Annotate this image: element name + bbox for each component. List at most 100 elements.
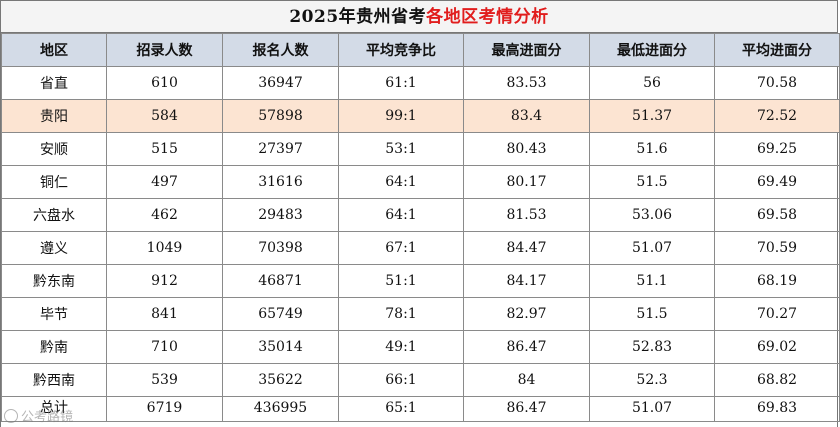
cell-applicants: 70398 — [222, 231, 339, 265]
cell-min-score: 52.83 — [589, 330, 715, 364]
table-row: 省直 610 36947 61:1 83.53 56 70.58 — [1, 66, 840, 100]
column-header-ratio: 平均竞争比 — [338, 33, 464, 67]
cell-applicants: 35014 — [222, 330, 339, 364]
cell-ratio: 99:1 — [338, 99, 464, 133]
cell-ratio: 64:1 — [338, 165, 464, 199]
table-row: 黔东南 912 46871 51:1 84.17 51.1 68.19 — [1, 264, 840, 298]
cell-max-score: 83.4 — [463, 99, 590, 133]
table-row: 黔西南 539 35622 66:1 84 52.3 68.82 — [1, 363, 840, 397]
cell-min-score: 51.5 — [589, 297, 715, 331]
cell-recruit: 584 — [106, 99, 223, 133]
header-row: 地区 招录人数 报名人数 平均竞争比 最高进面分 最低进面分 平均进面分 — [1, 33, 840, 67]
region-stats-table: 地区 招录人数 报名人数 平均竞争比 最高进面分 最低进面分 平均进面分 省直 610 3694… — [1, 33, 840, 422]
table-row: 贵阳 584 57898 99:1 83.4 51.37 72.52 — [1, 99, 840, 133]
cell-region: 遵义 — [1, 231, 107, 265]
table-row: 安顺 515 27397 53:1 80.43 51.6 69.25 — [1, 132, 840, 166]
cell-min-score: 51.6 — [589, 132, 715, 166]
title-accent: 各地区考情分析 — [426, 7, 549, 27]
table-row: 遵义 1049 70398 67:1 84.47 51.07 70.59 — [1, 231, 840, 265]
cell-recruit: 515 — [106, 132, 223, 166]
circle-logo-icon — [4, 408, 18, 423]
watermark-text: 公考路镜 — [21, 410, 74, 425]
cell-max-score: 80.17 — [463, 165, 590, 199]
cell-max-score: 80.43 — [463, 132, 590, 166]
cell-applicants: 36947 — [222, 66, 339, 100]
cell-recruit: 1049 — [106, 231, 223, 265]
cell-applicants: 29483 — [222, 198, 339, 232]
cell-max-score: 81.53 — [463, 198, 590, 232]
cell-region: 贵阳 — [1, 99, 107, 133]
cell-avg-score: 70.27 — [714, 297, 840, 331]
cell-region: 总计 — [1, 396, 107, 422]
cell-region: 黔西南 — [1, 363, 107, 397]
cell-region: 安顺 — [1, 132, 107, 166]
cell-ratio: 49:1 — [338, 330, 464, 364]
cell-ratio: 66:1 — [338, 363, 464, 397]
column-header-region: 地区 — [1, 33, 107, 67]
cell-min-score: 53.06 — [589, 198, 715, 232]
cell-ratio: 65:1 — [338, 396, 464, 422]
cell-avg-score: 68.19 — [714, 264, 840, 298]
cell-applicants: 436995 — [222, 396, 339, 422]
title-prefix: 2025年贵州省考 — [289, 7, 427, 27]
cell-applicants: 46871 — [222, 264, 339, 298]
cell-ratio: 64:1 — [338, 198, 464, 232]
cell-avg-score: 68.82 — [714, 363, 840, 397]
table-row: 黔南 710 35014 49:1 86.47 52.83 69.02 — [1, 330, 840, 364]
cell-applicants: 65749 — [222, 297, 339, 331]
cell-max-score: 84.17 — [463, 264, 590, 298]
column-header-recruit: 招录人数 — [106, 33, 223, 67]
cell-recruit: 462 — [106, 198, 223, 232]
cell-region: 省直 — [1, 66, 107, 100]
column-header-applicants: 报名人数 — [222, 33, 339, 67]
cell-recruit: 6719 — [106, 396, 223, 422]
cell-min-score: 51.07 — [589, 396, 715, 422]
cell-region: 黔南 — [1, 330, 107, 364]
table-body: 省直 610 36947 61:1 83.53 56 70.58 贵阳 584 57898 99:1… — [1, 66, 840, 422]
cell-avg-score: 69.58 — [714, 198, 840, 232]
cell-min-score: 56 — [589, 66, 715, 100]
cell-region: 黔东南 — [1, 264, 107, 298]
cell-avg-score: 70.58 — [714, 66, 840, 100]
cell-ratio: 67:1 — [338, 231, 464, 265]
cell-avg-score: 69.25 — [714, 132, 840, 166]
cell-max-score: 84.47 — [463, 231, 590, 265]
cell-max-score: 82.97 — [463, 297, 590, 331]
cell-region: 铜仁 — [1, 165, 107, 199]
table-title: 2025年贵州省考各地区考情分析 — [1, 0, 837, 33]
cell-applicants: 35622 — [222, 363, 339, 397]
cell-min-score: 51.07 — [589, 231, 715, 265]
cell-max-score: 86.47 — [463, 330, 590, 364]
cell-min-score: 51.5 — [589, 165, 715, 199]
cell-region: 六盘水 — [1, 198, 107, 232]
column-header-min-score: 最低进面分 — [589, 33, 715, 67]
cell-recruit: 912 — [106, 264, 223, 298]
cell-recruit: 539 — [106, 363, 223, 397]
cell-avg-score: 69.02 — [714, 330, 840, 364]
cell-min-score: 51.1 — [589, 264, 715, 298]
cell-recruit: 610 — [106, 66, 223, 100]
cell-applicants: 31616 — [222, 165, 339, 199]
cell-min-score: 51.37 — [589, 99, 715, 133]
cell-avg-score: 70.59 — [714, 231, 840, 265]
cell-applicants: 27397 — [222, 132, 339, 166]
watermark: 公考路镜 — [4, 406, 73, 425]
cell-ratio: 51:1 — [338, 264, 464, 298]
cell-recruit: 841 — [106, 297, 223, 331]
cell-max-score: 84 — [463, 363, 590, 397]
table-row: 毕节 841 65749 78:1 82.97 51.5 70.27 — [1, 297, 840, 331]
cell-recruit: 710 — [106, 330, 223, 364]
cell-ratio: 61:1 — [338, 66, 464, 100]
cell-max-score: 86.47 — [463, 396, 590, 422]
table-row: 铜仁 497 31616 64:1 80.17 51.5 69.49 — [1, 165, 840, 199]
cell-avg-score: 69.49 — [714, 165, 840, 199]
cell-region: 毕节 — [1, 297, 107, 331]
cell-recruit: 497 — [106, 165, 223, 199]
cell-avg-score: 69.83 — [714, 396, 840, 422]
column-header-max-score: 最高进面分 — [463, 33, 590, 67]
cell-applicants: 57898 — [222, 99, 339, 133]
cell-avg-score: 72.52 — [714, 99, 840, 133]
cell-ratio: 78:1 — [338, 297, 464, 331]
cell-ratio: 53:1 — [338, 132, 464, 166]
